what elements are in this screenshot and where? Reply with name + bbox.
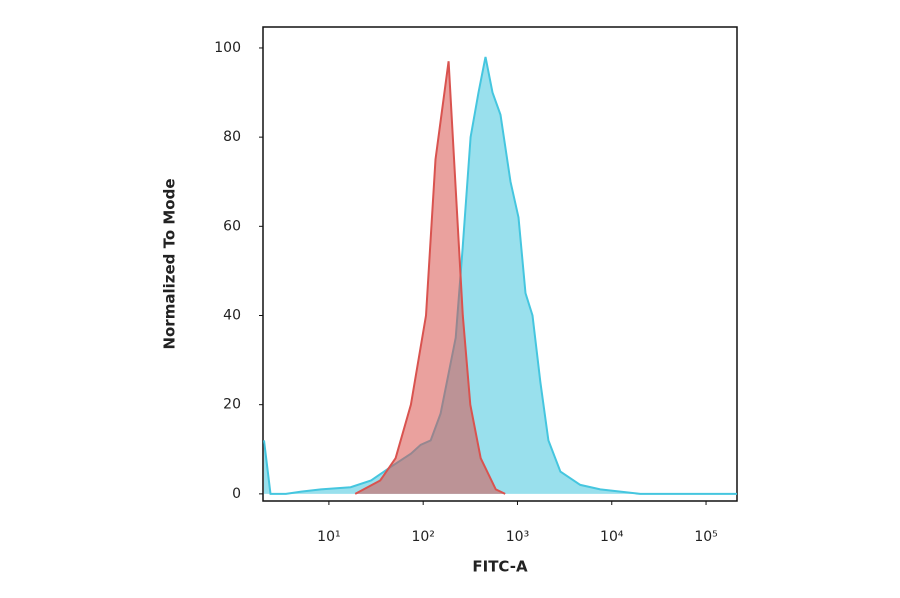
x-tick-label: 10² (411, 529, 434, 545)
y-tick-label: 0 (232, 486, 241, 502)
area-line (354, 61, 506, 495)
y-tick-label: 80 (223, 129, 241, 145)
y-tick-label: 60 (223, 218, 241, 234)
plot-frame (262, 26, 738, 502)
x-axis-label: FITC-A (472, 558, 528, 576)
x-tick-label: 10³ (506, 529, 529, 545)
y-axis-label: Normalized To Mode (161, 178, 179, 349)
y-tick-label: 100 (214, 40, 241, 56)
x-tick-label: 10¹ (317, 529, 340, 545)
x-tick-label: 10⁵ (694, 529, 717, 545)
y-tick-label: 20 (223, 397, 241, 413)
x-tick-label: 10⁴ (600, 529, 624, 545)
area-fill (355, 61, 506, 494)
y-tick-label: 40 (223, 308, 241, 324)
area-fill (264, 56, 737, 494)
area-line (263, 56, 737, 495)
